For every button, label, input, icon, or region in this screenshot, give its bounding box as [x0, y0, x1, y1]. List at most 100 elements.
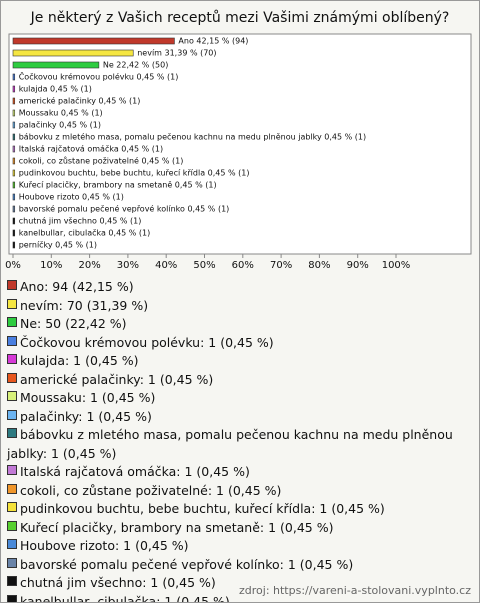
value-label: perníčky 0,45 % (1)	[19, 240, 97, 250]
x-tick-label: 50%	[193, 260, 215, 271]
legend-label: Moussaku: 1 (0,45 %)	[20, 390, 156, 405]
legend-swatch	[7, 520, 17, 531]
value-label: bábovku z mletého masa, pomalu pečenou k…	[19, 132, 366, 142]
legend-swatch	[7, 317, 17, 327]
legend-item: bábovku z mletého masa, pomalu pečenou k…	[7, 426, 473, 463]
legend-label: pudinkovou buchtu, bebe buchtu, kuřecí k…	[20, 501, 385, 516]
legend-label: Kuřecí placičky, brambory na smetaně: 1 …	[20, 519, 334, 535]
x-tick-label: 70%	[270, 260, 292, 271]
bar	[12, 49, 134, 57]
legend-item: chutná jim všechno: 1 (0,45 %)	[7, 574, 473, 593]
legend-item: kanelbullar, cibulačka: 1 (0,45 %)	[7, 593, 473, 603]
x-tick-label: 100%	[382, 260, 411, 271]
legend-item: bavorské pomalu pečené vepřové kolínko: …	[7, 556, 473, 575]
legend-item: Houbove rizoto: 1 (0,45 %)	[7, 537, 473, 556]
x-tick-label: 0%	[5, 260, 21, 271]
bar	[12, 205, 16, 213]
legend-label: nevím: 70 (31,39 %)	[20, 297, 149, 313]
bar	[12, 97, 16, 105]
value-label: cokoli, co zůstane poživatelné 0,45 % (1…	[19, 156, 184, 166]
legend-label: kanelbullar, cibulačka: 1 (0,45 %)	[20, 593, 230, 603]
legend-item: nevím: 70 (31,39 %)	[7, 297, 473, 316]
x-tick-label: 10%	[40, 260, 62, 271]
legend-swatch	[7, 372, 17, 383]
legend-swatch	[7, 409, 17, 420]
legend-item: pudinkovou buchtu, bebe buchtu, kuřecí k…	[7, 500, 473, 519]
source: zdroj: https://vareni-a-stolovani.vyplnt…	[239, 584, 471, 597]
legend-swatch	[7, 298, 17, 309]
bar	[12, 37, 175, 45]
bar	[12, 193, 16, 201]
value-label: Ano 42,15 % (94)	[178, 37, 248, 46]
legend-label: bábovku z mletého masa, pomalu pečenou k…	[7, 427, 453, 461]
bar	[12, 241, 16, 249]
bar	[12, 145, 16, 153]
legend-item: Čočkovou krémovou polévku: 1 (0,45 %)	[7, 334, 473, 353]
x-tick-label: 90%	[347, 260, 369, 271]
legend-swatch	[7, 483, 17, 494]
legend-label: Houbove rizoto: 1 (0,45 %)	[20, 538, 189, 553]
plot-area	[8, 33, 472, 255]
legend-item: kulajda: 1 (0,45 %)	[7, 352, 473, 371]
legend-swatch	[7, 576, 17, 586]
x-tick-label: 40%	[155, 260, 177, 271]
chart: Je některý z Vašich receptů mezi Vašimi …	[5, 10, 472, 271]
legend-swatch	[7, 391, 17, 401]
x-tick-label: 20%	[78, 260, 100, 271]
legend-label: Ne: 50 (22,42 %)	[20, 316, 127, 331]
legend-swatch	[7, 502, 17, 512]
legend-item: Ano: 94 (42,15 %)	[7, 278, 473, 297]
legend-swatch	[7, 465, 17, 475]
legend-swatch	[7, 557, 17, 568]
x-tick-label: 60%	[232, 260, 254, 271]
bar	[12, 133, 16, 141]
value-label: Kuřecí placičky, brambory na smetaně 0,4…	[19, 180, 217, 190]
legend-label: kulajda: 1 (0,45 %)	[20, 353, 139, 368]
value-label: Moussaku 0,45 % (1)	[19, 109, 103, 118]
bar	[12, 181, 16, 189]
legend-item: Moussaku: 1 (0,45 %)	[7, 389, 473, 408]
legend-item: americké palačinky: 1 (0,45 %)	[7, 371, 473, 390]
legend: Ano: 94 (42,15 %) nevím: 70 (31,39 %) Ne: …	[7, 278, 473, 603]
bar	[12, 169, 16, 177]
x-tick-label: 30%	[117, 260, 139, 271]
value-label: palačinky 0,45 % (1)	[19, 120, 101, 130]
x-tick-label: 80%	[308, 260, 330, 271]
legend-swatch	[7, 354, 17, 364]
value-label: bavorské pomalu pečené vepřové kolínko 0…	[19, 204, 230, 214]
value-label: Čočkovou krémovou polévku 0,45 % (1)	[19, 71, 179, 82]
bar	[12, 121, 16, 129]
value-label: Ne 22,42 % (50)	[103, 61, 168, 70]
legend-item: cokoli, co zůstane poživatelné: 1 (0,45 …	[7, 482, 473, 501]
value-label: pudinkovou buchtu, bebe buchtu, kuřecí k…	[19, 169, 250, 178]
bar	[12, 157, 16, 165]
legend-swatch	[7, 335, 17, 346]
legend-label: bavorské pomalu pečené vepřové kolínko: …	[20, 556, 354, 572]
legend-swatch	[7, 428, 17, 438]
legend-swatch	[7, 280, 17, 290]
legend-item: Ne: 50 (22,42 %)	[7, 315, 473, 334]
legend-swatch	[7, 594, 17, 602]
value-label: kanelbullar, cibulačka 0,45 % (1)	[19, 228, 151, 238]
legend-label: palačinky: 1 (0,45 %)	[20, 408, 152, 424]
bar	[12, 229, 16, 237]
bar	[12, 217, 16, 225]
bar	[12, 109, 16, 117]
bar	[12, 85, 16, 93]
value-label: kulajda 0,45 % (1)	[19, 85, 92, 94]
legend-swatch	[7, 539, 17, 549]
value-label: americké palačinky 0,45 % (1)	[19, 96, 141, 106]
legend-label: americké palačinky: 1 (0,45 %)	[20, 371, 214, 387]
legend-item: palačinky: 1 (0,45 %)	[7, 408, 473, 427]
bar	[12, 61, 100, 69]
bar	[12, 73, 16, 81]
legend-label: cokoli, co zůstane poživatelné: 1 (0,45 …	[20, 482, 282, 498]
value-label: Houbove rizoto 0,45 % (1)	[19, 193, 124, 202]
legend-label: Ano: 94 (42,15 %)	[20, 279, 134, 294]
legend-label: Čočkovou krémovou polévku: 1 (0,45 %)	[20, 334, 274, 350]
value-label: Italská rajčatová omáčka 0,45 % (1)	[19, 144, 163, 154]
chart-title: Je některý z Vašich receptů mezi Vašimi …	[30, 10, 450, 26]
legend-label: Italská rajčatová omáčka: 1 (0,45 %)	[20, 464, 250, 479]
legend-item: Kuřecí placičky, brambory na smetaně: 1 …	[7, 519, 473, 538]
